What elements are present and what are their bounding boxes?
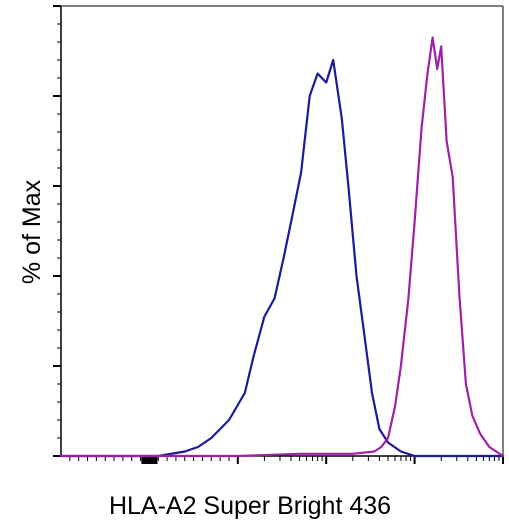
y-axis-ticks [53, 5, 61, 457]
series-line-2 [59, 36, 505, 458]
series-layer [59, 36, 505, 458]
x-axis-ticks [69, 456, 504, 464]
x-axis-label: HLA-A2 Super Bright 436 [109, 492, 391, 520]
series-line-1 [59, 58, 505, 458]
y-axis-label: % of Max [18, 179, 46, 284]
